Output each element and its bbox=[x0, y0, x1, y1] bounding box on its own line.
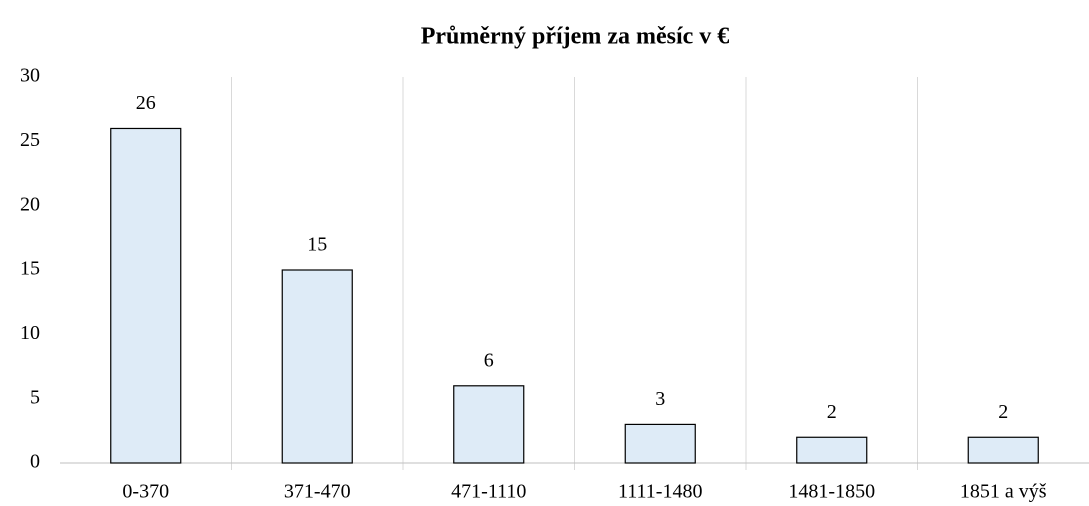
x-tick-label: 0-370 bbox=[122, 481, 169, 503]
bar bbox=[796, 436, 868, 464]
chart-title: Průměrný příjem za měsíc v € bbox=[421, 24, 730, 50]
y-tick-label: 25 bbox=[20, 129, 40, 151]
x-tick-label: 1481-1850 bbox=[788, 481, 875, 503]
y-tick-label: 15 bbox=[20, 258, 40, 280]
x-tick-label: 1851 a výš bbox=[960, 481, 1047, 503]
y-tick-label: 5 bbox=[30, 386, 40, 408]
x-tick-label: 1111-1480 bbox=[618, 481, 702, 503]
data-label: 2 bbox=[827, 401, 837, 423]
y-tick-label: 30 bbox=[20, 65, 40, 87]
y-tick-label: 0 bbox=[30, 451, 40, 473]
bar bbox=[453, 385, 525, 464]
data-label: 2 bbox=[998, 401, 1008, 423]
data-label: 3 bbox=[655, 388, 665, 410]
bar bbox=[967, 436, 1039, 464]
data-label: 6 bbox=[484, 349, 494, 371]
data-label: 26 bbox=[136, 92, 156, 114]
bar bbox=[110, 127, 182, 464]
x-tick-label: 371-470 bbox=[284, 481, 351, 503]
x-tick-label: 471-1110 bbox=[451, 481, 526, 503]
bar bbox=[281, 269, 353, 464]
y-tick-label: 10 bbox=[20, 322, 40, 344]
bar bbox=[624, 423, 696, 464]
data-label: 15 bbox=[307, 234, 327, 256]
y-tick-label: 20 bbox=[20, 193, 40, 215]
